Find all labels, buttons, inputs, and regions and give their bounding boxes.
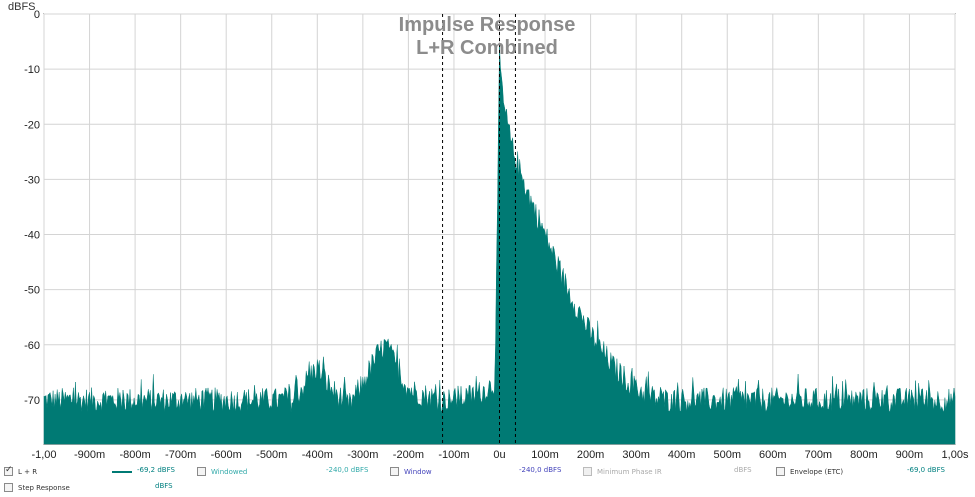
legend-item-windowed[interactable]: Windowed <box>197 465 247 478</box>
x-tick-label: 800m <box>850 449 878 461</box>
legend-item-window[interactable]: Window <box>390 465 432 478</box>
y-tick-label: -50 <box>24 285 40 297</box>
x-tick-label: -900m <box>74 449 105 461</box>
x-tick-label: 900m <box>896 449 924 461</box>
checkbox-window[interactable] <box>390 467 399 476</box>
x-tick-label: 0u <box>493 449 505 461</box>
legend-swatch-l-plus-r <box>112 471 132 473</box>
y-tick-label: -70 <box>24 395 40 407</box>
legend-value-window: -240,0 dBFS <box>519 466 562 474</box>
legend-item-step-response[interactable]: Step Response <box>4 481 70 494</box>
legend-item-minimum-phase-ir: Minimum Phase IR <box>583 465 662 478</box>
y-tick-label: 0 <box>34 9 40 21</box>
legend-row-1: L + R -69,2 dBFS Windowed -240,0 dBFS Wi… <box>0 464 975 479</box>
x-tick-label: -100m <box>438 449 469 461</box>
y-tick-label: -10 <box>24 64 40 76</box>
legend-item-envelope-etc[interactable]: Envelope (ETC) <box>776 465 843 478</box>
x-tick-label: -300m <box>347 449 378 461</box>
legend-value-step-response: dBFS <box>155 482 173 490</box>
x-tick-label: -700m <box>165 449 196 461</box>
legend-label-step-response: Step Response <box>18 483 70 492</box>
y-tick-label: -30 <box>24 174 40 186</box>
legend-label-l-plus-r: L + R <box>18 467 38 476</box>
x-tick-label: 700m <box>805 449 833 461</box>
legend-label-minimum-phase-ir: Minimum Phase IR <box>597 467 662 476</box>
x-tick-label: -800m <box>120 449 151 461</box>
legend-value-windowed: -240,0 dBFS <box>326 466 369 474</box>
x-tick-label: 100m <box>531 449 559 461</box>
legend-label-window: Window <box>404 467 432 476</box>
checkbox-windowed[interactable] <box>197 467 206 476</box>
x-tick-label: -500m <box>256 449 287 461</box>
legend-label-envelope-etc: Envelope (ETC) <box>790 467 844 476</box>
x-tick-label: -200m <box>393 449 424 461</box>
x-tick-label: -1,00 <box>31 449 56 461</box>
y-tick-label: -20 <box>24 119 40 131</box>
x-tick-label: 600m <box>759 449 787 461</box>
y-tick-label: -60 <box>24 340 40 352</box>
legend-value-l-plus-r: -69,2 dBFS <box>137 466 175 474</box>
checkbox-envelope-etc[interactable] <box>776 467 785 476</box>
chart-subtitle: L+R Combined <box>416 37 558 59</box>
x-tick-label: -600m <box>211 449 242 461</box>
checkbox-step-response[interactable] <box>4 483 13 492</box>
legend-value-envelope-etc: -69,0 dBFS <box>907 466 945 474</box>
axis-ticks: -1,00 -900m -800m -700m -600m -500m -400m -300m… <box>24 9 969 461</box>
y-tick-label: -40 <box>24 230 40 242</box>
x-tick-label: 200m <box>577 449 605 461</box>
legend-value-minimum-phase-ir: dBFS <box>734 466 752 474</box>
checkbox-l-plus-r[interactable] <box>4 465 13 476</box>
x-tick-label: 400m <box>668 449 696 461</box>
chart-title: Impulse Response <box>399 14 576 36</box>
legend-row-2: Step Response dBFS <box>0 480 975 495</box>
legend-label-windowed: Windowed <box>211 467 248 476</box>
y-axis-label: dBFS <box>8 1 36 13</box>
checkbox-minimum-phase-ir <box>583 467 592 476</box>
x-tick-label: -400m <box>302 449 333 461</box>
x-tick-label: 500m <box>713 449 741 461</box>
x-tick-label: 300m <box>622 449 650 461</box>
x-tick-label: 1,00s <box>942 449 969 461</box>
legend-item-l-plus-r[interactable]: L + R <box>4 465 37 478</box>
